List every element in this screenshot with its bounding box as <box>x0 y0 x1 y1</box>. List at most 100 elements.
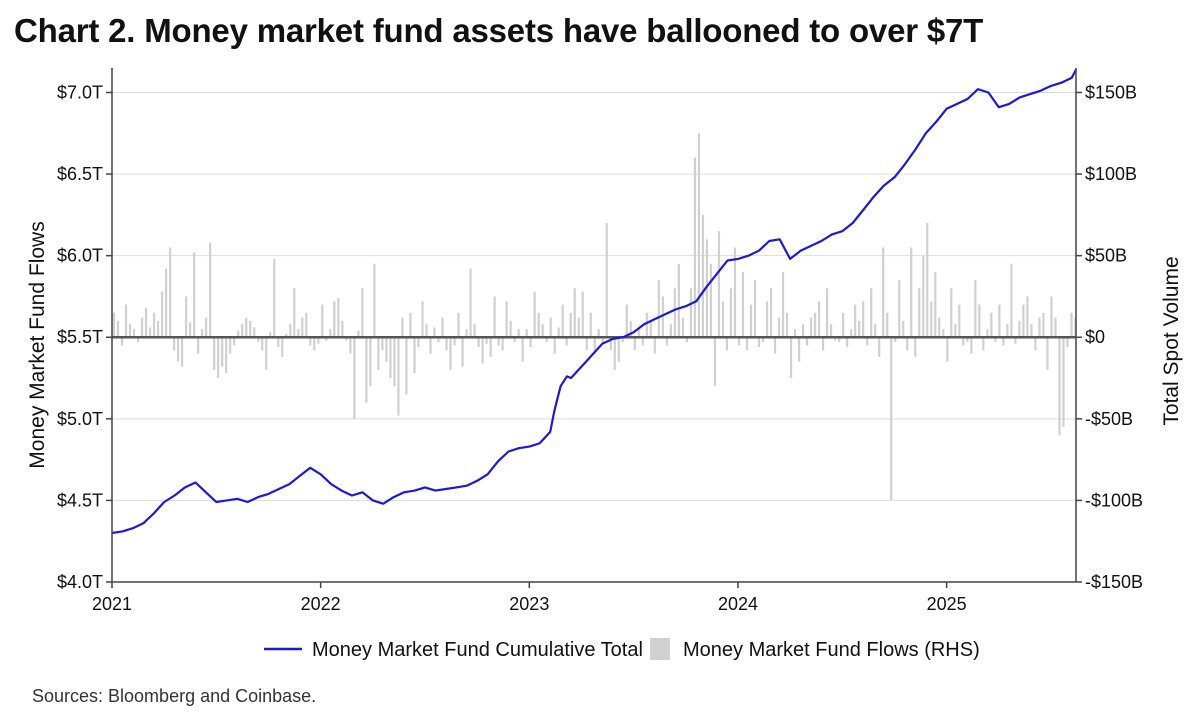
flow-bar <box>545 337 548 343</box>
flow-bar <box>769 288 773 338</box>
chart-title: Chart 2. Money market fund assets have b… <box>14 12 984 49</box>
flow-bar <box>581 291 584 338</box>
flow-bar <box>285 333 288 338</box>
flow-bar <box>321 304 324 338</box>
flow-bar <box>613 337 616 370</box>
flow-bar <box>741 271 745 338</box>
flow-bar <box>1046 337 1049 370</box>
flow-bar <box>729 288 733 338</box>
flow-bar <box>1006 324 1009 338</box>
flow-bar <box>393 337 396 387</box>
flow-bar <box>209 242 212 338</box>
flow-bar <box>437 337 440 343</box>
flow-bar <box>337 298 340 338</box>
flow-bar <box>349 337 352 354</box>
flow-bar <box>589 312 592 338</box>
source-note: Sources: Bloomberg and Coinbase. <box>32 686 317 706</box>
left-tick-label: $6.5T <box>57 164 103 184</box>
flow-bar <box>830 324 833 338</box>
flow-bar <box>870 288 873 338</box>
flow-bar <box>537 312 540 338</box>
flow-bar <box>1010 263 1013 338</box>
flow-bar <box>225 337 228 374</box>
flow-bar <box>553 337 556 354</box>
flow-bar <box>998 304 1001 338</box>
flow-bar <box>938 317 941 338</box>
flow-bar <box>217 337 220 379</box>
flow-bar <box>842 312 845 338</box>
flow-bar <box>144 307 148 338</box>
flow-bar <box>617 337 620 362</box>
flow-bar <box>181 337 184 367</box>
legend-line-label: Money Market Fund Cumulative Total <box>312 639 643 661</box>
flow-bar <box>112 312 116 338</box>
flow-bar <box>822 337 825 351</box>
flow-bar <box>501 337 504 351</box>
flow-bar <box>990 312 993 338</box>
flow-bar <box>361 288 364 338</box>
flow-bar <box>517 329 520 338</box>
flow-bar <box>838 337 841 343</box>
flow-bar <box>793 329 797 338</box>
flow-bar <box>705 239 709 338</box>
flow-bar <box>557 327 560 338</box>
left-tick-label: $7.0T <box>57 82 103 102</box>
x-tick-label: 2021 <box>92 594 132 614</box>
flow-bar <box>733 247 737 338</box>
flow-bar <box>854 304 857 338</box>
flow-bar <box>689 288 692 338</box>
flow-bar <box>389 337 392 379</box>
flow-bar <box>978 304 981 338</box>
flow-bar <box>401 317 404 338</box>
flow-bar <box>709 263 713 338</box>
flow-bar <box>834 337 837 341</box>
flow-bar <box>801 324 805 338</box>
flow-bar <box>958 304 961 338</box>
flow-bar <box>521 337 524 362</box>
flow-bar <box>641 337 644 346</box>
flow-bar <box>140 317 144 338</box>
flow-bar <box>313 337 316 351</box>
flow-bar <box>685 337 688 343</box>
flow-bar <box>469 268 472 338</box>
flow-bar <box>926 223 929 338</box>
flow-bar <box>569 312 572 338</box>
flow-bar <box>777 317 781 338</box>
flow-bar <box>942 329 945 338</box>
flow-bar <box>809 317 813 338</box>
flow-bar <box>377 337 380 370</box>
flow-bar <box>120 337 124 346</box>
flow-bar <box>597 329 600 338</box>
x-tick-label: 2023 <box>509 594 549 614</box>
flow-bar <box>249 320 252 338</box>
flow-bar <box>205 317 208 338</box>
flow-bar <box>505 301 508 338</box>
flow-bar <box>329 329 332 338</box>
flow-bar <box>457 312 460 338</box>
flow-bar <box>461 337 464 367</box>
flow-bar <box>625 304 628 338</box>
flow-bar <box>132 329 136 338</box>
flow-bar <box>453 337 456 346</box>
flow-bar <box>633 337 636 351</box>
flow-bar <box>914 337 917 357</box>
flow-bar <box>489 337 492 357</box>
flow-bar <box>1042 312 1045 338</box>
flow-bar <box>201 329 204 338</box>
flow-bar <box>253 327 256 338</box>
left-tick-label: $5.0T <box>57 409 103 429</box>
flow-bar <box>653 337 656 354</box>
flow-bar <box>629 320 632 338</box>
flow-bar <box>305 312 308 338</box>
flow-bar <box>116 320 120 338</box>
flow-bar <box>753 280 757 338</box>
flow-bar <box>533 291 536 338</box>
flow-bar <box>930 301 933 338</box>
flow-bar <box>365 337 368 403</box>
flow-bar <box>245 317 248 338</box>
flow-bar <box>409 312 412 338</box>
flow-bar <box>465 329 468 338</box>
flow-bar <box>890 337 893 501</box>
flow-bar <box>637 329 640 338</box>
flow-bar <box>918 288 921 338</box>
